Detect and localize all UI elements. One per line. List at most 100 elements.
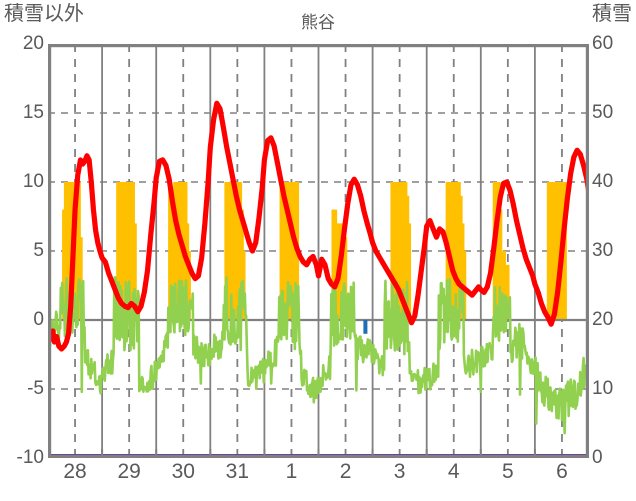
left-axis-tick-labels: 20 15 10 5 0 -5 -10 (0, 0, 44, 501)
x-axis-tick-labels: 28 29 30 31 1 2 3 4 5 6 (0, 461, 636, 501)
right-tick-6: 0 (592, 447, 603, 468)
orange-bar (243, 251, 246, 320)
orange-bar (462, 223, 465, 320)
orange-bar (282, 182, 286, 320)
orange-bar (78, 182, 81, 320)
plot-area (48, 44, 589, 458)
orange-bar (546, 182, 550, 320)
x-tick-5: 2 (339, 460, 352, 483)
orange-bar (548, 182, 551, 320)
orange-bar (555, 182, 559, 320)
left-axis-title: 積雪以外 (4, 3, 84, 25)
orange-bar (74, 182, 78, 320)
orange-bar (279, 182, 282, 320)
orange-bar (116, 182, 119, 320)
x-tick-2: 30 (171, 460, 195, 483)
orange-bar (65, 182, 69, 320)
orange-bar (117, 182, 121, 320)
orange-bar (231, 182, 234, 320)
orange-bar (234, 182, 237, 320)
orange-bar (289, 182, 293, 320)
orange-bar (331, 209, 334, 320)
orange-bar (343, 223, 346, 320)
orange-bar (507, 264, 510, 320)
orange-bar (399, 182, 402, 320)
orange-bar (288, 182, 291, 320)
orange-bar (186, 223, 190, 320)
orange-bar (460, 195, 463, 320)
red-line (48, 100, 589, 352)
plot-frame (48, 44, 589, 458)
orange-bar (123, 182, 126, 320)
orange-bar (333, 209, 336, 320)
right-tick-4: 20 (592, 309, 614, 330)
orange-bar (80, 237, 83, 320)
orange-bar (284, 182, 288, 320)
green-line-series (48, 276, 589, 435)
orange-bar (69, 182, 72, 320)
x-tick-8: 5 (502, 460, 514, 483)
page-title: 熊谷 (301, 13, 335, 32)
orange-bar (188, 251, 191, 320)
orange-bar (405, 182, 408, 320)
orange-bar (176, 182, 179, 320)
orange-bar (406, 195, 410, 320)
left-tick-0: 20 (22, 33, 44, 54)
orange-bar (227, 182, 231, 320)
orange-bar (395, 182, 399, 320)
orange-bar (62, 209, 65, 320)
orange-bar (132, 182, 135, 320)
orange-bar (557, 182, 560, 320)
orange-bar (458, 182, 461, 320)
orange-bar (178, 182, 181, 320)
orange-bar (63, 182, 67, 320)
green-line (48, 276, 589, 435)
orange-bar (127, 182, 130, 320)
orange-bar (496, 182, 499, 320)
orange-bar (171, 209, 174, 320)
orange-bar (552, 182, 555, 320)
orange-bar (503, 251, 506, 320)
orange-bar (286, 182, 289, 320)
orange-bar (238, 182, 241, 320)
orange-bar (498, 182, 501, 320)
orange-bar (452, 182, 456, 320)
orange-bar (239, 182, 243, 320)
orange-bar (76, 182, 80, 320)
orange-bar (397, 182, 401, 320)
blue-bar-series (363, 320, 368, 334)
orange-bar (344, 237, 348, 320)
orange-bar (226, 182, 229, 320)
orange-bar (293, 182, 296, 320)
right-axis-tick-labels: 60 50 40 30 20 10 0 (592, 0, 636, 501)
orange-bar (174, 182, 178, 320)
orange-bar (281, 182, 284, 320)
orange-bar (125, 182, 128, 320)
orange-bar (134, 223, 137, 320)
x-tick-7: 4 (447, 460, 460, 483)
orange-bar (236, 182, 239, 320)
orange-bar (291, 182, 294, 320)
right-tick-5: 10 (592, 378, 614, 399)
left-tick-2: 10 (22, 171, 44, 192)
orange-bar (334, 209, 338, 320)
orange-bar (564, 182, 567, 320)
x-tick-1: 29 (117, 460, 141, 483)
orange-bar (119, 182, 123, 320)
orange-bar (169, 182, 173, 320)
right-tick-3: 30 (592, 240, 614, 261)
left-tick-3: 5 (33, 240, 44, 261)
blue-bar (363, 320, 368, 334)
orange-bar (241, 209, 244, 320)
orange-bar (392, 182, 395, 320)
orange-bar (168, 182, 171, 320)
orange-bar (394, 182, 397, 320)
right-tick-1: 50 (592, 102, 614, 123)
orange-bar (121, 182, 125, 320)
orange-bar (456, 182, 459, 320)
left-tick-1: 15 (22, 102, 44, 123)
right-axis-title: 積雪 (592, 3, 632, 25)
orange-bar (553, 182, 557, 320)
orange-bar (505, 264, 508, 320)
orange-bar (501, 251, 505, 320)
